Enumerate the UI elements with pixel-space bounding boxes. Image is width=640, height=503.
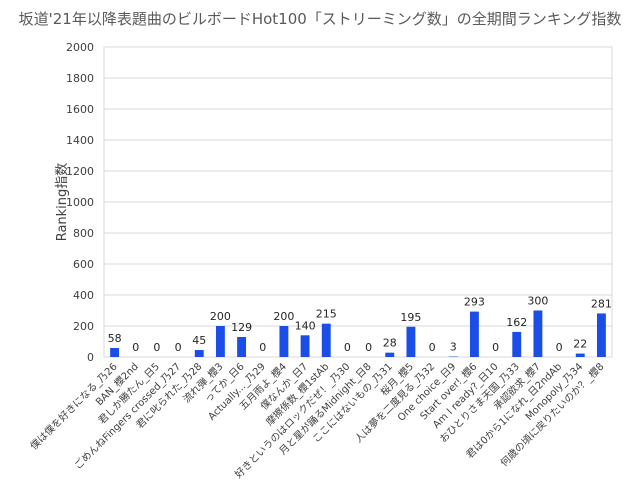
y-tick-label: 200 [73,320,94,333]
data-label: 28 [383,337,397,350]
data-label: 0 [153,341,160,354]
data-label: 140 [295,319,316,332]
bar [215,326,225,357]
data-label: 162 [506,316,527,329]
bar [237,337,247,357]
data-label: 195 [400,311,421,324]
bar [279,326,289,357]
data-label: 0 [492,341,499,354]
chart-title: 坂道'21年以降表題曲のビルボードHot100「ストリーミング数」の全期間ランキ… [18,10,622,28]
data-label: 45 [192,334,206,347]
y-tick-label: 1600 [66,103,94,116]
y-tick-label: 1400 [66,134,94,147]
data-label: 200 [210,310,231,323]
y-tick-label: 2000 [66,41,94,54]
y-tick-label: 800 [73,227,94,240]
data-label: 129 [231,321,252,334]
y-tick-label: 1200 [66,165,94,178]
bar [575,353,585,357]
data-label: 200 [273,310,294,323]
data-label: 58 [108,332,122,345]
data-label: 0 [365,341,372,354]
bar [321,323,331,357]
data-label: 215 [316,308,337,321]
data-label: 0 [259,341,266,354]
data-label: 281 [591,297,612,310]
bar [194,350,204,357]
y-tick-label: 600 [73,258,94,271]
y-axis-label: Ranking指数 [55,163,70,242]
y-tick-label: 1000 [66,196,94,209]
bar [385,352,395,357]
data-label: 0 [429,341,436,354]
bar [533,310,543,357]
bar [596,313,606,357]
data-label: 0 [344,341,351,354]
bar [300,335,310,357]
bar [469,311,479,357]
bar [110,348,120,357]
bar [406,326,416,357]
data-label: 0 [132,341,139,354]
y-tick-label: 1800 [66,72,94,85]
data-label: 3 [450,341,457,354]
data-label: 22 [573,338,587,351]
bar [512,331,522,357]
data-label: 0 [175,341,182,354]
data-label: 300 [527,295,548,308]
data-label: 0 [556,341,563,354]
y-tick-label: 400 [73,289,94,302]
data-label: 293 [464,296,485,309]
y-tick-label: 0 [87,351,94,364]
